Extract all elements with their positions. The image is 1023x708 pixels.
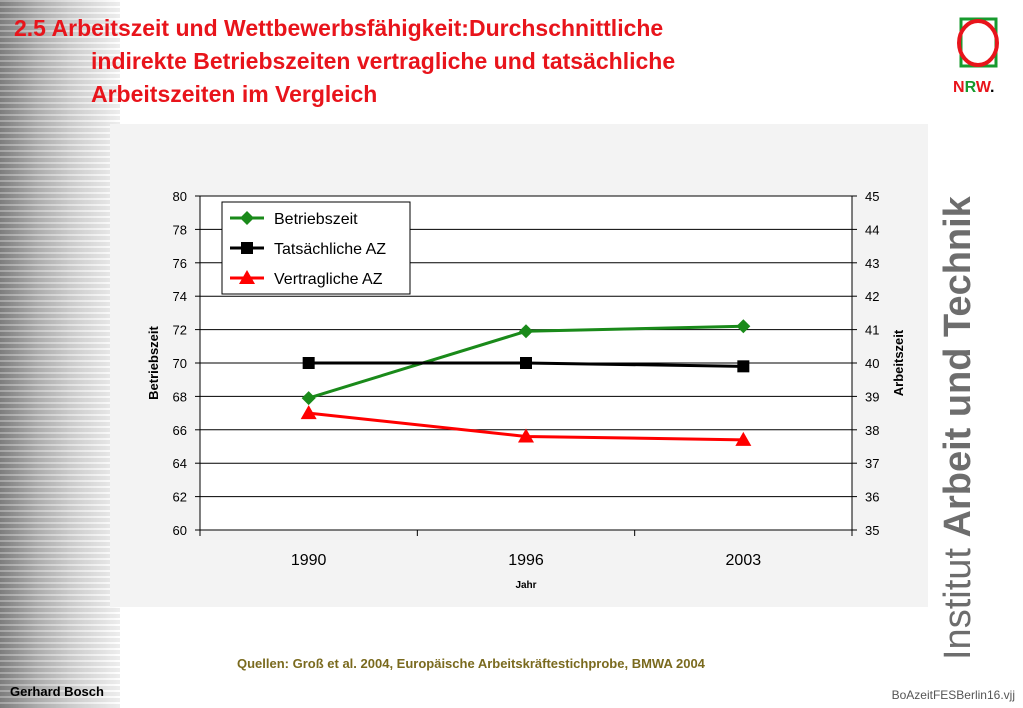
data-point-betriebszeit [519, 324, 533, 339]
y-tick-label: 64 [173, 456, 187, 471]
y2-tick-label: 40 [865, 356, 879, 371]
data-point-vertragliche-az [300, 405, 317, 420]
legend-label-vertragliche-az: Vertragliche AZ [274, 271, 383, 288]
y-axis-title: Betriebszeit [146, 325, 161, 399]
file-name: BoAzeitFESBerlin16.vjj [891, 688, 1015, 702]
y-tick-label: 80 [173, 189, 187, 204]
logo-letter-n: N [953, 79, 965, 96]
x-tick-label: 1990 [291, 552, 327, 569]
y-tick-label: 66 [173, 423, 187, 438]
y2-tick-label: 41 [865, 323, 879, 338]
y-tick-label: 76 [173, 256, 187, 271]
legend-label-betriebszeit: Betriebszeit [274, 211, 358, 228]
data-point-vertragliche-az [735, 431, 752, 446]
source-note: Quellen: Groß et al. 2004, Europäische A… [237, 656, 705, 671]
logo-dot: . [990, 79, 995, 96]
y-tick-label: 68 [173, 389, 187, 404]
logo-letter-w: W [975, 79, 991, 96]
legend-marker-tats-chliche-az [241, 242, 253, 254]
x-axis-title: Jahr [515, 580, 536, 591]
title-line-2: indirekte Betriebszeiten vertragliche un… [91, 48, 676, 74]
author-name: Gerhard Bosch [10, 684, 104, 699]
y2-tick-label: 45 [865, 189, 879, 204]
y-tick-label: 74 [173, 289, 187, 304]
y2-tick-label: 35 [865, 523, 879, 538]
y-tick-label: 78 [173, 222, 187, 237]
x-tick-label: 1996 [508, 552, 544, 569]
decorative-side-image [0, 0, 120, 708]
y-tick-label: 62 [173, 490, 187, 505]
y2-tick-label: 36 [865, 490, 879, 505]
y-tick-label: 70 [173, 356, 187, 371]
data-point-betriebszeit [736, 319, 751, 334]
data-point-tats-chliche-az [520, 357, 532, 369]
nrw-logo-text: NRW. [953, 79, 995, 97]
slide-title: 2.5 Arbeitszeit und Wettbewerbsfähigkeit… [14, 12, 874, 111]
title-line-1: 2.5 Arbeitszeit und Wettbewerbsfähigkeit… [14, 15, 664, 41]
logo-letter-r: R [964, 79, 976, 96]
y2-tick-label: 37 [865, 456, 879, 471]
nrw-logo-icon [957, 17, 999, 68]
data-point-vertragliche-az [518, 428, 534, 443]
y2-tick-label: 43 [865, 256, 879, 271]
title-line-3: Arbeitszeiten im Vergleich [91, 81, 378, 107]
y-tick-label: 60 [173, 523, 187, 538]
data-point-tats-chliche-az [737, 360, 750, 373]
y2-tick-label: 44 [865, 222, 879, 237]
legend-label-tats-chliche-az: Tatsächliche AZ [274, 241, 386, 258]
legend-marker-vertragliche-az [239, 270, 255, 284]
data-point-betriebszeit [301, 391, 316, 406]
y2-tick-label: 38 [865, 423, 879, 438]
data-point-tats-chliche-az [302, 357, 315, 369]
y2-tick-label: 39 [865, 389, 879, 404]
y2-tick-label: 42 [865, 289, 879, 304]
x-tick-label: 2003 [726, 552, 762, 569]
y-tick-label: 72 [173, 323, 187, 338]
y2-axis-title: Arbeitszeit [891, 329, 906, 396]
legend-marker-betriebszeit [240, 211, 254, 225]
